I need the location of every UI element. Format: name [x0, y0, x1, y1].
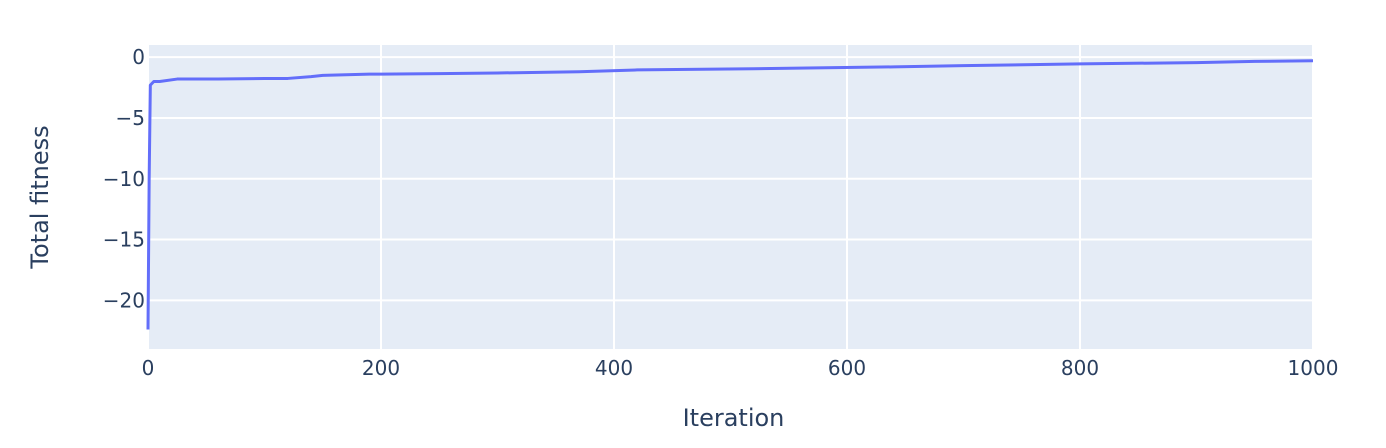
plot-area	[148, 45, 1313, 349]
y-tick-label: −20	[103, 288, 145, 312]
y-axis-title: Total fitness	[26, 125, 54, 269]
x-tick-label: 1000	[1288, 356, 1339, 380]
x-axis-title: Iteration	[683, 404, 785, 432]
series-line	[146, 59, 1314, 330]
x-tick-label: 600	[828, 356, 866, 380]
y-axis-ticks: 0 −5 −10 −15 −20	[103, 45, 145, 312]
x-tick-label: 400	[595, 356, 633, 380]
x-axis-ticks: 0 200 400 600 800 1000	[142, 356, 1339, 380]
y-tick-label: −15	[103, 228, 145, 252]
series-layer	[146, 59, 1314, 330]
x-tick-label: 800	[1061, 356, 1099, 380]
x-tick-label: 0	[142, 356, 155, 380]
y-tick-label: −5	[116, 106, 145, 130]
grid-lines	[147, 45, 1314, 349]
y-tick-label: 0	[132, 45, 145, 69]
y-tick-label: −10	[103, 167, 145, 191]
x-tick-label: 200	[362, 356, 400, 380]
